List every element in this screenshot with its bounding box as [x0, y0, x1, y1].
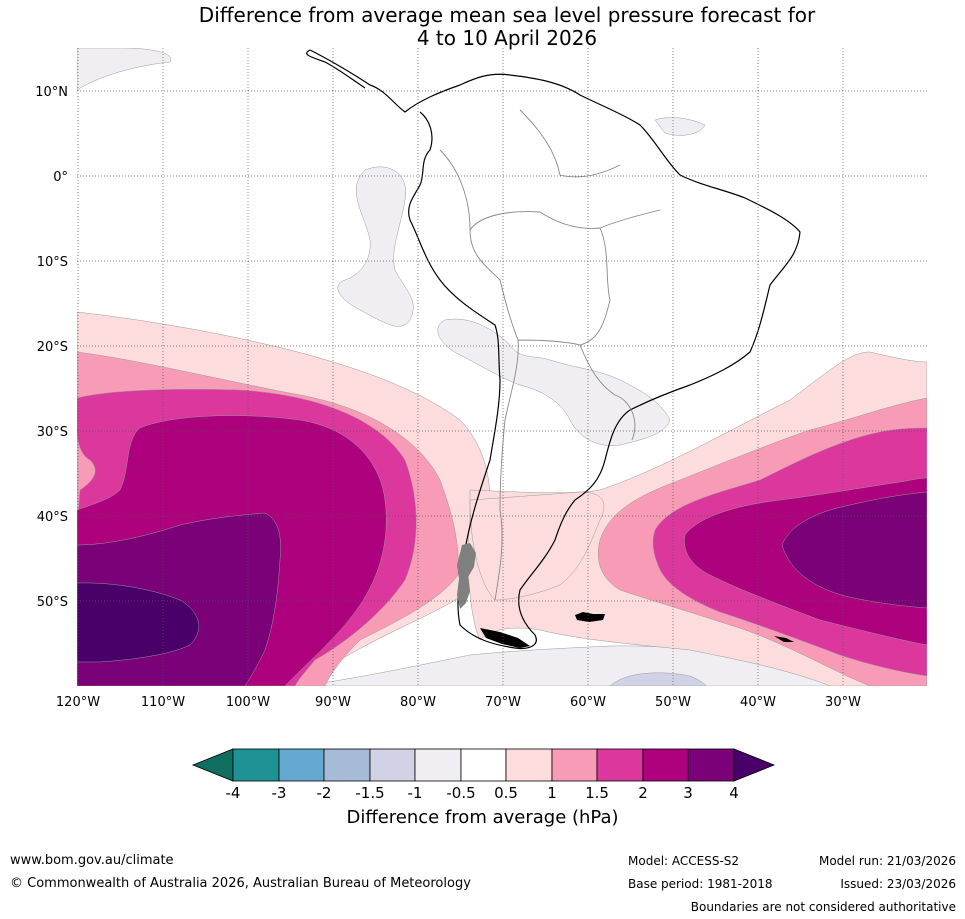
lat-label: 20°S [37, 340, 68, 355]
lon-label: 110°W [141, 695, 185, 710]
colorbar-swatch [369, 748, 416, 782]
anomaly-contours [77, 48, 927, 686]
lon-label: 90°W [315, 695, 351, 710]
colorbar-tick: 0.5 [494, 784, 518, 802]
latitude-labels: 10°N 0° 10°S 20°S 30°S 40°S 50°S [35, 85, 68, 610]
colorbar-swatch [596, 748, 644, 782]
landmasses [306, 49, 801, 650]
contour-neg-northeast [654, 117, 706, 136]
colorbar-ticks: -4 -3 -2 -1.5 -1 -0.5 0.5 1 1.5 2 3 4 [226, 784, 739, 802]
colorbar-tick: 1 [547, 784, 557, 802]
lon-label: 100°W [226, 695, 270, 710]
contour-coast-0.5 [469, 491, 605, 601]
colorbar-swatch [642, 748, 689, 782]
lat-label: 40°S [37, 510, 68, 525]
footer-copyright: © Commonwealth of Australia 2026, Austra… [10, 876, 471, 891]
colorbar-swatch [505, 748, 553, 782]
country-borders [439, 109, 661, 601]
colorbar-tick: -0.5 [446, 784, 475, 802]
footer-base-period: Base period: 1981-2018 [628, 877, 773, 891]
colorbar-title: Difference from average (hPa) [346, 807, 619, 828]
footer-issued: Issued: 23/03/2026 [840, 877, 956, 891]
colorbar-tick: -2 [317, 784, 332, 802]
contour-east-3 [781, 491, 927, 609]
colorbar-tick: 3 [683, 784, 693, 802]
lat-label: 50°S [37, 595, 68, 610]
footer-model: Model: ACCESS-S2 [628, 854, 740, 868]
south-georgia [774, 636, 794, 642]
contour-neg-south-core [609, 672, 707, 686]
colorbar-extend-high [733, 748, 776, 782]
colorbar-tick: -4 [226, 784, 241, 802]
lon-label: 120°W [56, 695, 100, 710]
lon-label: 80°W [400, 695, 436, 710]
colorbar-swatch [323, 748, 371, 782]
lat-label: 0° [53, 170, 68, 185]
lon-label: 70°W [485, 695, 521, 710]
colorbar-swatch [278, 748, 325, 782]
colorbar-swatch [460, 748, 507, 782]
colorbar-swatch [414, 748, 462, 782]
footer-model-run: Model run: 21/03/2026 [818, 854, 956, 868]
colorbar-tick: 1.5 [585, 784, 609, 802]
footer-disclaimer: Boundaries are not considered authoritat… [690, 900, 956, 914]
map-title: Difference from average mean sea level p… [0, 4, 965, 50]
colorbar-extend-low [191, 748, 234, 782]
colorbar-swatch [232, 748, 280, 782]
lat-label: 10°S [37, 255, 68, 270]
lon-label: 30°W [825, 695, 861, 710]
lat-label: 10°N [35, 85, 68, 100]
contour-neg-chaco [437, 318, 671, 446]
lat-label: 30°S [37, 425, 68, 440]
footer-url: www.bom.gov.au/climate [10, 853, 174, 868]
contour-west-4 [77, 582, 199, 663]
contour-neg-pacific [337, 166, 414, 327]
longitude-labels: 120°W 110°W 100°W 90°W 80°W 70°W 60°W 50… [56, 695, 861, 710]
colorbar-tick: 2 [638, 784, 648, 802]
colorbar-tick: 4 [729, 784, 739, 802]
colorbar [191, 748, 776, 782]
lon-label: 50°W [655, 695, 691, 710]
chile-fjords [457, 543, 476, 609]
lon-label: 60°W [570, 695, 606, 710]
colorbar-tick: -3 [272, 784, 287, 802]
title-line-1: Difference from average mean sea level p… [198, 3, 816, 27]
colorbar-tick: -1.5 [355, 784, 384, 802]
colorbar-tick: -1 [408, 784, 423, 802]
central-america-coast [306, 49, 366, 89]
colorbar-swatch [551, 748, 598, 782]
graticule [77, 48, 927, 686]
contour-neg-north [77, 48, 172, 91]
tierra-del-fuego [480, 628, 530, 648]
falkland-islands [575, 612, 605, 622]
lon-label: 40°W [740, 695, 776, 710]
title-line-2: 4 to 10 April 2026 [416, 26, 598, 50]
south-america-coastline [309, 49, 801, 650]
colorbar-swatch [687, 748, 735, 782]
